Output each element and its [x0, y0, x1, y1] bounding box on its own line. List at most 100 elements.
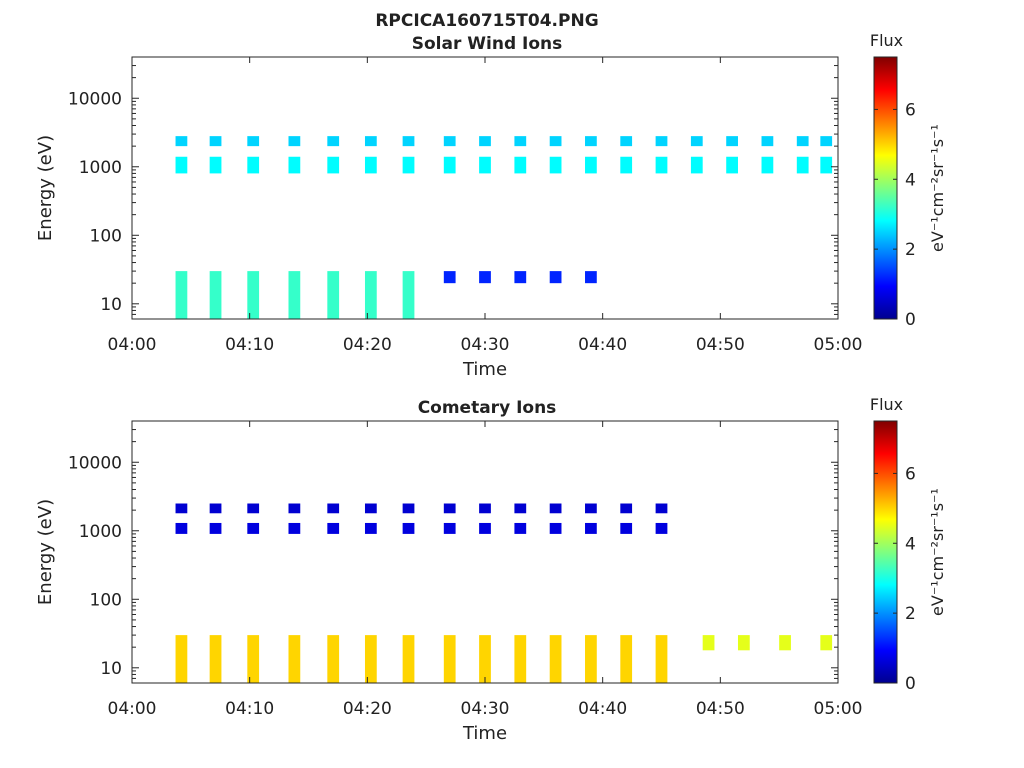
flux-cell	[364, 522, 377, 534]
flux-cell	[620, 503, 633, 514]
flux-cell	[620, 136, 633, 147]
flux-cell	[443, 136, 456, 147]
y-tick-label: 10	[100, 295, 122, 315]
flux-cell	[247, 522, 260, 534]
colorbar-tick-label: 2	[905, 604, 916, 624]
flux-cell	[737, 635, 750, 651]
y-tick-label: 100	[90, 590, 122, 610]
colorbar	[873, 56, 898, 320]
flux-cell	[247, 271, 260, 319]
flux-cell	[820, 136, 833, 147]
flux-cell	[585, 503, 597, 514]
colorbar-tick-label: 0	[905, 310, 916, 330]
x-tick-label: 04:10	[225, 335, 274, 355]
x-tick-label: 04:20	[343, 335, 392, 355]
flux-cell	[779, 635, 791, 651]
flux-cell	[514, 136, 527, 147]
flux-cell	[402, 156, 415, 174]
flux-cell	[479, 635, 491, 683]
flux-cell	[585, 635, 597, 683]
flux-cell	[655, 136, 668, 147]
flux-cell	[288, 503, 301, 514]
flux-cell	[327, 156, 340, 174]
flux-cell	[514, 522, 527, 534]
x-tick-label: 04:40	[578, 699, 627, 719]
flux-cell	[402, 136, 415, 147]
flux-cell	[288, 271, 301, 319]
x-tick-label: 04:30	[461, 699, 510, 719]
flux-cell	[620, 635, 633, 683]
flux-cell	[209, 136, 222, 147]
flux-cell	[402, 635, 415, 683]
flux-cell	[443, 503, 456, 514]
flux-cell	[327, 503, 340, 514]
flux-cell	[247, 503, 260, 514]
figure-title: RPCICA160715T04.PNG	[375, 11, 598, 31]
colorbar-tick-label: 4	[905, 534, 916, 554]
flux-cell	[402, 522, 415, 534]
flux-cell	[585, 156, 597, 174]
flux-cell	[175, 271, 188, 319]
x-tick-label: 04:30	[461, 335, 510, 355]
y-tick-label: 100	[90, 226, 122, 246]
flux-cell	[327, 635, 340, 683]
flux-cell	[479, 271, 491, 284]
flux-cell	[655, 522, 668, 534]
flux-cell	[364, 271, 377, 319]
flux-cell	[402, 271, 415, 319]
x-tick-label: 04:20	[343, 699, 392, 719]
flux-cell	[288, 136, 301, 147]
colorbar-title: Flux	[870, 31, 903, 50]
colorbar-label: eV⁻¹cm⁻²sr⁻¹s⁻¹	[928, 124, 947, 252]
flux-cell	[761, 156, 774, 174]
flux-cell	[820, 635, 833, 651]
x-tick-label: 04:00	[108, 335, 157, 355]
flux-cell	[549, 156, 562, 174]
flux-cell	[479, 503, 491, 514]
flux-cell	[585, 522, 597, 534]
flux-cell	[655, 635, 668, 683]
y-axis-label: Energy (eV)	[35, 499, 56, 605]
flux-cell	[585, 271, 597, 284]
flux-cell	[364, 136, 377, 147]
y-tick-label: 1000	[79, 158, 122, 178]
flux-cell	[655, 503, 668, 514]
flux-cell	[549, 503, 562, 514]
colorbar-tick-label: 4	[905, 170, 916, 190]
flux-cell	[175, 136, 188, 147]
flux-cell	[209, 271, 222, 319]
flux-cell	[726, 136, 738, 147]
flux-cell	[690, 156, 703, 174]
x-axis-label: Time	[462, 359, 507, 380]
flux-cell	[620, 522, 633, 534]
flux-cell	[402, 503, 415, 514]
flux-cell	[796, 156, 809, 174]
x-axis-label: Time	[462, 723, 507, 744]
colorbar-title: Flux	[870, 395, 903, 414]
flux-cell	[690, 136, 703, 147]
y-tick-label: 10000	[68, 89, 122, 109]
flux-cell	[726, 156, 738, 174]
flux-cell	[549, 522, 562, 534]
flux-cell	[364, 156, 377, 174]
flux-cell	[327, 271, 340, 319]
flux-cell	[364, 503, 377, 514]
flux-cell	[820, 156, 833, 174]
colorbar-tick-label: 2	[905, 240, 916, 260]
flux-cell	[209, 503, 222, 514]
flux-cell	[443, 522, 456, 534]
flux-cell	[175, 635, 188, 683]
flux-cell	[247, 136, 260, 147]
y-tick-label: 10	[100, 659, 122, 679]
flux-cell	[585, 136, 597, 147]
flux-cell	[175, 522, 188, 534]
x-tick-label: 04:50	[696, 335, 745, 355]
flux-cell	[796, 136, 809, 147]
flux-cell	[288, 522, 301, 534]
flux-cell	[364, 635, 377, 683]
flux-cell	[443, 156, 456, 174]
flux-cell	[288, 156, 301, 174]
flux-cell	[209, 635, 222, 683]
flux-cell	[549, 635, 562, 683]
